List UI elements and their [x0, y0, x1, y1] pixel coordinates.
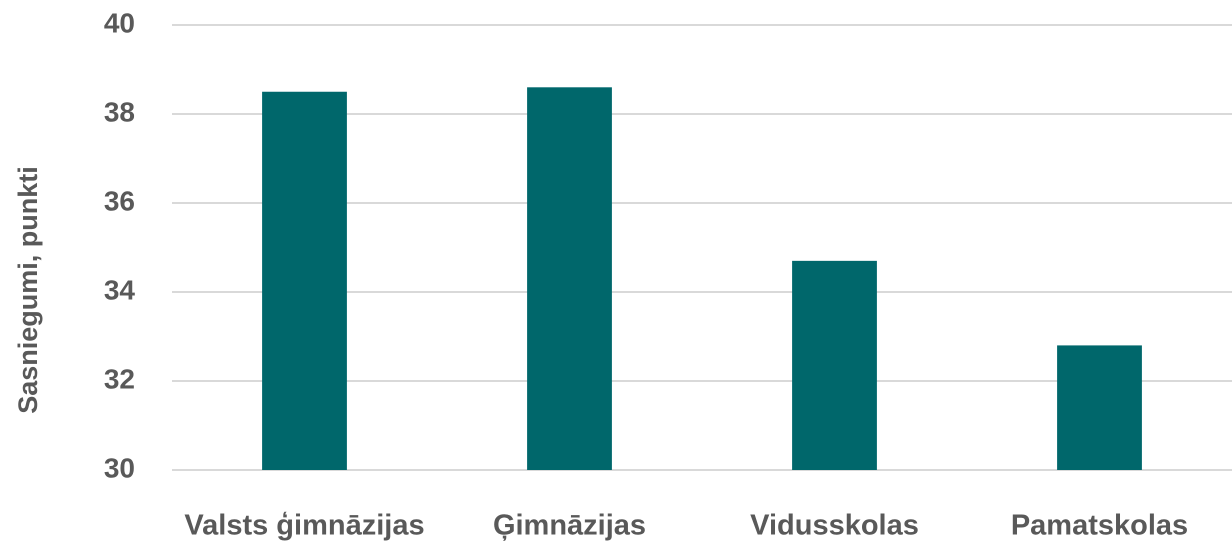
y-axis-label: Sasniegumi, punkti [13, 166, 43, 414]
y-tick-label: 38 [104, 96, 135, 127]
bar [1057, 345, 1142, 470]
x-tick-label: Ģimnāzijas [493, 510, 646, 542]
y-tick-label: 36 [104, 185, 135, 216]
x-tick-label: Vidusskolas [750, 510, 919, 542]
y-tick-label: 40 [104, 7, 135, 38]
y-tick-label: 32 [104, 363, 135, 394]
bar [792, 260, 877, 470]
bar [262, 91, 347, 470]
x-tick-label: Pamatskolas [1011, 510, 1188, 542]
bar [527, 87, 612, 471]
y-tick-label: 30 [104, 452, 135, 483]
y-tick-label: 34 [104, 274, 136, 305]
x-tick-label: Valsts ģimnāzijas [184, 510, 424, 542]
